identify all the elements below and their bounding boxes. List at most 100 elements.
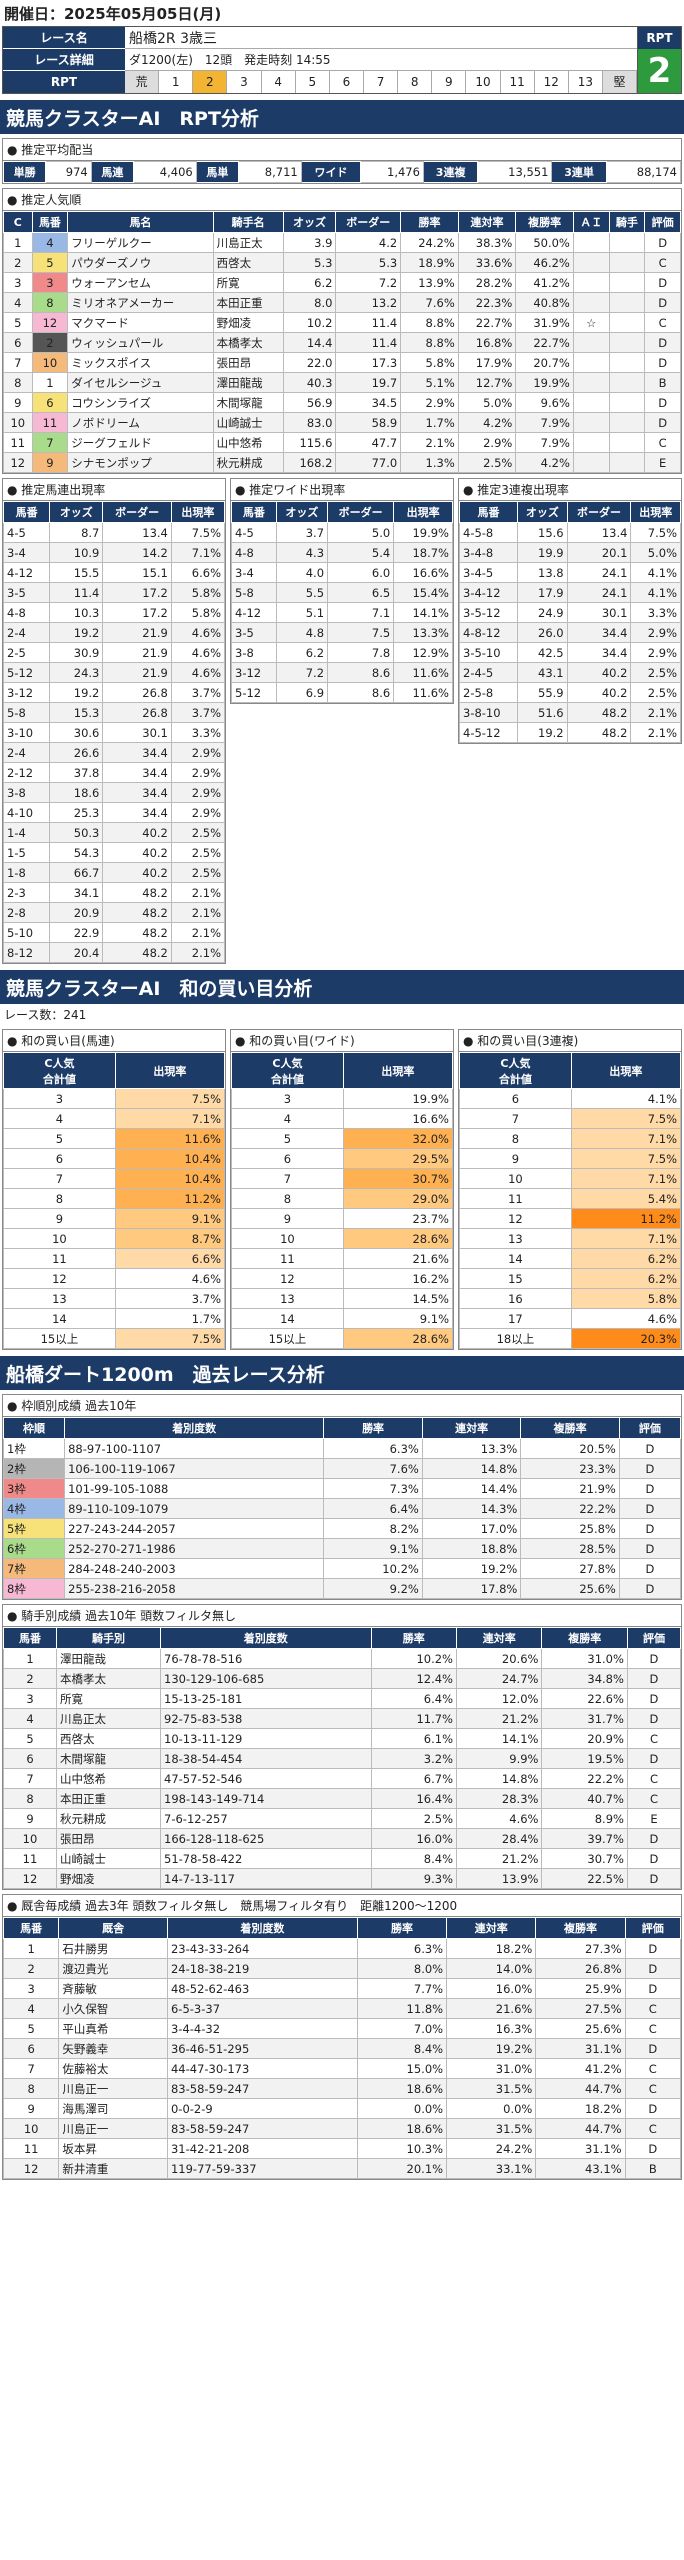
column-header: 出現率 [393, 501, 453, 523]
table-cell: 13 [3, 1288, 116, 1309]
column-header: 出現率 [114, 1052, 226, 1089]
table-cell [572, 292, 610, 313]
table-cell: 7枠 [2, 1558, 66, 1579]
table-cell: 川島正一 [58, 2078, 168, 2099]
table-row: 1 石井勝男 23-43-33-264 6.3% 18.2% 27.3% D [2, 1938, 682, 1959]
date-bar: 開催日：2025年05月05日(月) [0, 0, 684, 26]
table-cell: 5.3 [335, 252, 402, 273]
table-cell: 12.4% [370, 1668, 458, 1689]
table-cell: 6 [3, 1748, 57, 1769]
table-cell: 18.6 [49, 782, 104, 803]
table-row: 3-5 4.8 7.5 13.3% [231, 622, 453, 643]
wide-box: ● 推定ワイド出現率 馬番 オッズ ボーダー 出現率 4-5 3.7 5.0 19.9% 4-8 4… [230, 478, 454, 704]
table-cell: 55.9 [517, 682, 568, 703]
table-cell: 92-75-83-538 [160, 1708, 372, 1729]
table-cell: 0.0% [446, 2098, 537, 2119]
table-cell: 18.6% [356, 2078, 448, 2099]
table-cell: 6.3% [356, 1938, 448, 1959]
rpt-scale-cell: 6 [330, 71, 364, 93]
table-row: 1 澤田龍哉 76-78-78-516 10.2% 20.6% 31.0% D [3, 1648, 682, 1669]
table-cell: 3-8 [231, 642, 277, 663]
table-cell: 19.2 [517, 722, 568, 743]
table-cell: 16.4% [370, 1788, 458, 1809]
table-row: 4-12 15.5 15.1 6.6% [2, 562, 226, 583]
table-cell: C [624, 2058, 682, 2079]
table-row: 10 8.7% [3, 1228, 226, 1249]
table-cell: 6.2 [282, 272, 337, 293]
rpt-scale-cell: 12 [535, 71, 569, 93]
table-cell: 6.4% [323, 1498, 423, 1519]
table-cell: C [644, 252, 681, 273]
section-past-race: 船橋ダート1200m 過去レース分析 [0, 1356, 684, 1390]
table-cell: 1-4 [2, 822, 51, 843]
table-cell: 12 [3, 1868, 57, 1889]
column-header: C人気 合計値 [459, 1052, 572, 1089]
table-row: 6 4.1% [459, 1088, 682, 1109]
table-cell: 21.6% [342, 1248, 454, 1269]
table-cell: 34.4 [566, 642, 632, 663]
table-cell: 31.1% [535, 2038, 626, 2059]
table-cell: 3.2% [370, 1748, 458, 1769]
table-cell: 7.2 [335, 272, 402, 293]
table-cell: 3-4 [2, 542, 51, 563]
table-cell: D [626, 1668, 682, 1689]
table-cell: 20.5% [520, 1438, 620, 1459]
payout-value: 4,406 [133, 161, 197, 183]
table-cell: 13.2 [335, 292, 402, 313]
rpt-scale: 荒 1 2 3 4 5 6 7 8 9 10 11 12 13 堅 [125, 71, 638, 93]
probability-tables: ● 推定馬連出現率 馬番 オッズ ボーダー 出現率 4-5 8.7 13.4 7.5% 3-4 10… [2, 478, 682, 964]
table-cell: 8 [231, 1188, 344, 1209]
table-cell: 3-5-12 [458, 602, 519, 623]
table-cell: 小久保智 [58, 1998, 168, 2019]
table-cell: 43.1 [517, 662, 568, 683]
payout-table: 単勝 974 馬連 4,406 馬単 8,711 ワイド 1,476 3連複 13,551 3連単 8… [2, 161, 682, 183]
table-cell: D [624, 1958, 682, 1979]
table-cell: 坂本昇 [58, 2138, 168, 2159]
table-cell: 2.5% [630, 662, 681, 683]
table-cell: 18.2% [535, 2098, 626, 2119]
column-header: 出現率 [630, 501, 681, 523]
table-cell: 7.8 [327, 642, 395, 663]
table-row: 2 5 パウダーズノウ 西啓太 5.3 5.3 18.9% 33.6% 46.2% C [3, 252, 681, 273]
column-header: 出現率 [342, 1052, 454, 1089]
table-cell: 17.2 [102, 602, 172, 623]
table-row: 5-8 5.5 6.5 15.4% [231, 582, 453, 603]
table-cell: 3-4-12 [458, 582, 519, 603]
column-header: 複勝率 [520, 1417, 620, 1439]
table-cell: 3 [3, 1688, 57, 1709]
table-cell: D [644, 352, 681, 373]
column-header: 騎手名 [212, 211, 284, 233]
table-cell: 76-78-78-516 [160, 1648, 372, 1669]
table-cell: 16.0% [370, 1828, 458, 1849]
table-cell: 4.1% [570, 1088, 682, 1109]
table-cell: 4-5 [231, 522, 277, 543]
table-row: 2-5 30.9 21.9 4.6% [2, 642, 226, 663]
table-cell: 24.1 [566, 562, 632, 583]
table-cell [608, 312, 646, 333]
table-row: 12 16.2% [231, 1268, 454, 1289]
table-cell: 10 [3, 1828, 57, 1849]
table-cell: 12.0% [455, 1688, 543, 1709]
table-cell: 2 [3, 1668, 57, 1689]
table-cell: 5.8% [170, 582, 226, 603]
table-cell: 15以上 [3, 1328, 116, 1349]
table-row: 15以上 7.5% [3, 1328, 226, 1349]
table-cell: 32.0% [342, 1128, 454, 1149]
table-cell: 5.8% [170, 602, 226, 623]
table-cell: 15.3 [49, 702, 104, 723]
table-cell: 3-4-8 [458, 542, 519, 563]
table-cell: 4-5 [2, 522, 51, 543]
rpt-scale-cell: 5 [296, 71, 330, 93]
wa-box: ● 和の買い目(3連複) C人気 合計値 出現率 6 4.1% 7 7.5% 8 7.1% 9 7.… [458, 1029, 682, 1350]
table-cell: 30.7% [342, 1168, 454, 1189]
table-cell: 30.6 [49, 722, 104, 743]
table-cell: 22.7% [515, 332, 574, 353]
table-cell: 28.4% [455, 1828, 543, 1849]
table-row: 13 14.5% [231, 1288, 454, 1309]
table-cell: 14 [3, 1308, 116, 1329]
table-cell: 227-243-244-2057 [64, 1518, 325, 1539]
table-cell: 24.9 [517, 602, 568, 623]
table-row: 5枠 227-243-244-2057 8.2% 17.0% 25.8% D [2, 1518, 682, 1539]
payout-label: 単勝 [2, 161, 47, 183]
table-cell: D [624, 2038, 682, 2059]
